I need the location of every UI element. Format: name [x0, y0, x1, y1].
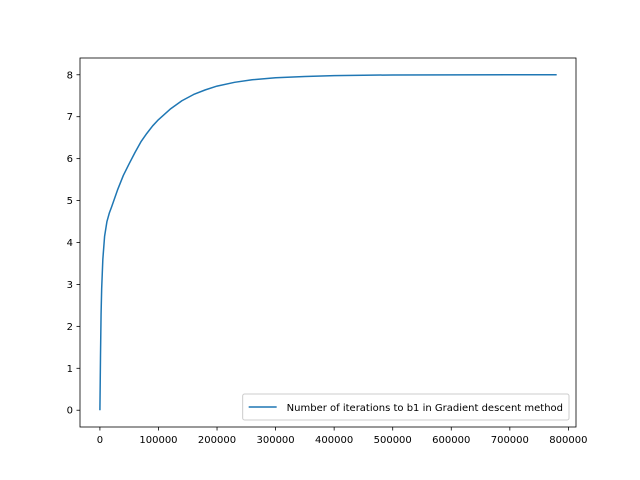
x-tick-label: 100000	[139, 435, 177, 446]
y-tick-label: 3	[67, 280, 73, 291]
x-tick-label: 400000	[315, 435, 353, 446]
y-tick-label: 7	[67, 112, 73, 123]
series-line	[99, 74, 557, 411]
x-tick-label: 0	[97, 435, 103, 446]
x-tick-label: 600000	[432, 435, 470, 446]
x-tick-label: 700000	[491, 435, 529, 446]
y-tick-label: 5	[67, 196, 73, 207]
y-tick-label: 4	[67, 238, 73, 249]
legend-label: Number of iterations to b1 in Gradient d…	[287, 403, 563, 414]
y-tick-label: 8	[67, 70, 73, 81]
x-tick-label: 500000	[374, 435, 412, 446]
y-tick-label: 2	[67, 322, 73, 333]
x-tick-label: 300000	[256, 435, 294, 446]
y-axis: 0 1 2 3 4 5 6 7 8	[67, 70, 80, 417]
y-tick-label: 6	[67, 154, 73, 165]
x-tick-label: 200000	[198, 435, 236, 446]
y-tick-label: 0	[67, 406, 73, 417]
legend-box	[242, 393, 570, 421]
legend: Number of iterations to b1 in Gradient d…	[242, 393, 570, 421]
y-tick-label: 1	[67, 364, 73, 375]
x-tick-label: 800000	[549, 435, 587, 446]
plot-area	[99, 74, 557, 411]
x-axis: 0 100000 200000 300000 400000 500000 600000 700…	[97, 427, 587, 446]
